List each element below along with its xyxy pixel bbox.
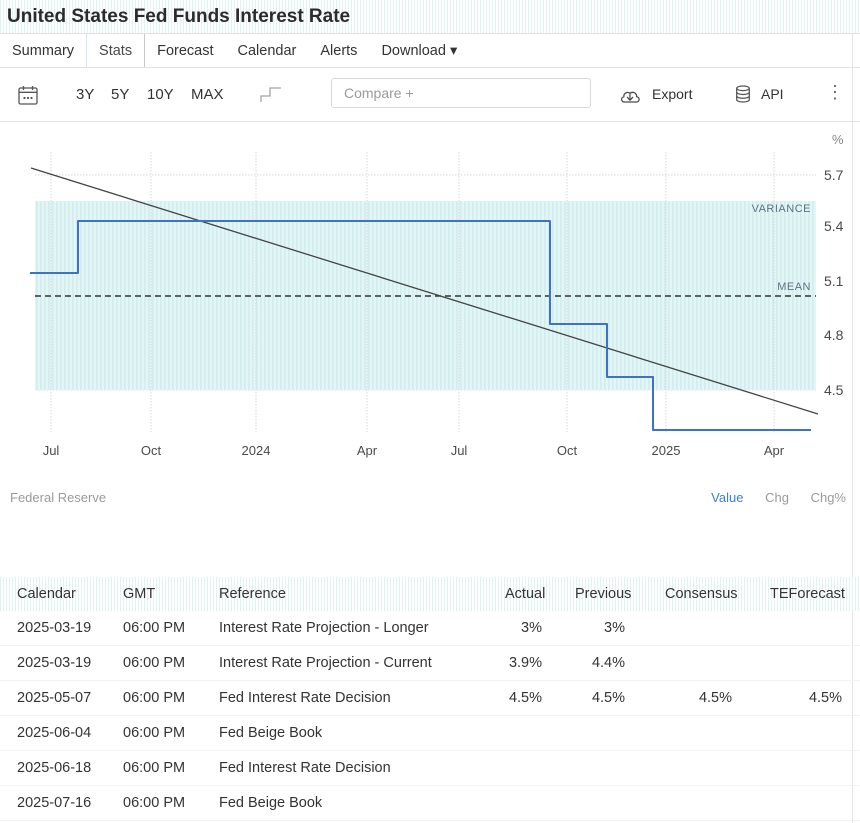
svg-text:VARIANCE: VARIANCE bbox=[752, 203, 811, 215]
svg-text:Oct: Oct bbox=[141, 443, 162, 458]
svg-text:5.1: 5.1 bbox=[824, 273, 844, 289]
svg-text:Apr: Apr bbox=[764, 443, 785, 458]
svg-text:2025: 2025 bbox=[652, 443, 681, 458]
svg-text:4.8: 4.8 bbox=[824, 327, 844, 343]
svg-text:5.4: 5.4 bbox=[824, 218, 844, 234]
svg-text:5.7: 5.7 bbox=[824, 167, 844, 183]
svg-text:Jul: Jul bbox=[451, 443, 468, 458]
svg-text:4.5: 4.5 bbox=[824, 382, 844, 398]
svg-text:2024: 2024 bbox=[242, 443, 271, 458]
svg-text:%: % bbox=[832, 132, 844, 147]
svg-text:Oct: Oct bbox=[557, 443, 578, 458]
svg-text:Apr: Apr bbox=[357, 443, 378, 458]
svg-text:Jul: Jul bbox=[43, 443, 60, 458]
svg-text:MEAN: MEAN bbox=[777, 281, 811, 293]
